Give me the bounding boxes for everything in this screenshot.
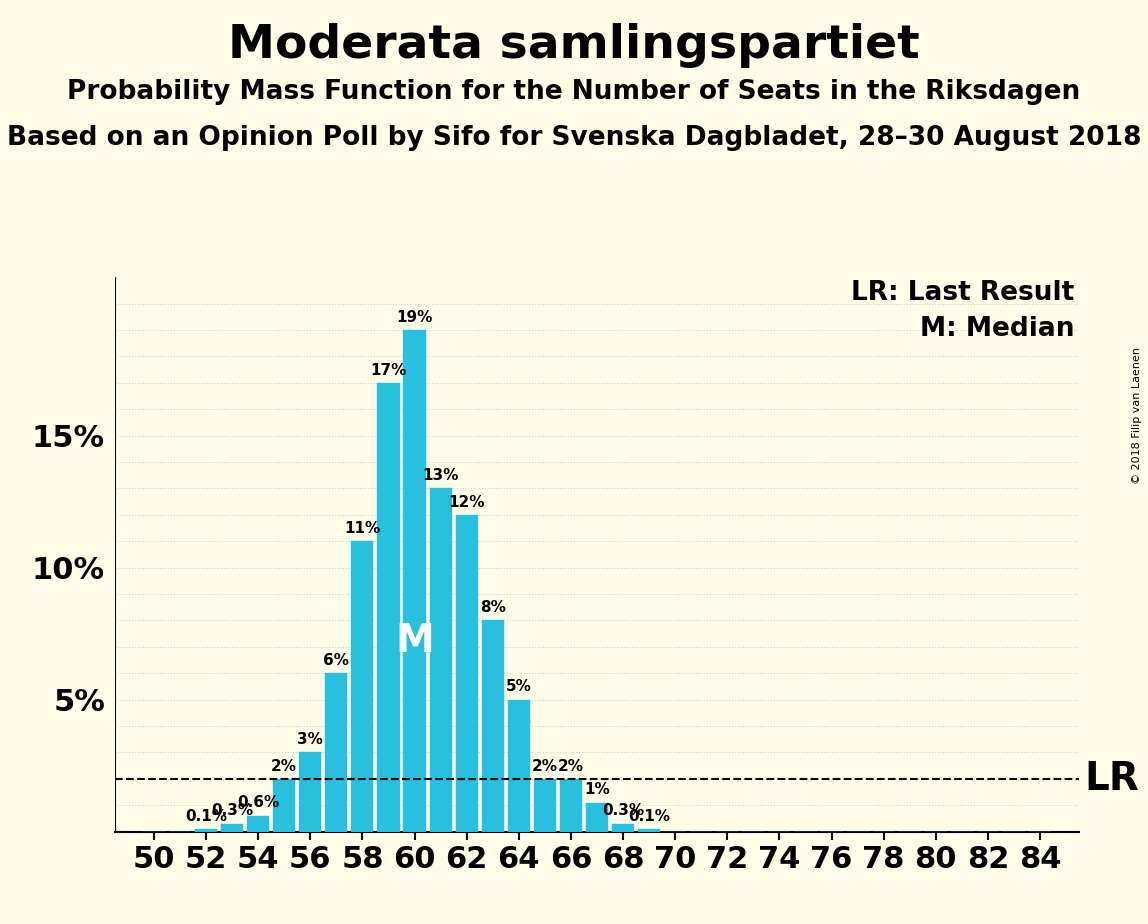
Text: Based on an Opinion Poll by Sifo for Svenska Dagbladet, 28–30 August 2018: Based on an Opinion Poll by Sifo for Sve… <box>7 125 1141 151</box>
Bar <box>325 674 348 832</box>
Bar <box>351 541 373 832</box>
Bar <box>222 823 243 832</box>
Bar <box>403 330 426 832</box>
Text: 5%: 5% <box>506 679 532 694</box>
Text: 12%: 12% <box>449 494 484 509</box>
Text: Moderata samlingspartiet: Moderata samlingspartiet <box>228 23 920 68</box>
Bar <box>429 489 451 832</box>
Text: LR: LR <box>1084 760 1139 797</box>
Bar <box>507 699 530 832</box>
Text: 2%: 2% <box>271 759 297 773</box>
Text: LR: Last Result: LR: Last Result <box>851 280 1075 306</box>
Bar <box>247 816 270 832</box>
Text: 2%: 2% <box>532 759 558 773</box>
Bar <box>456 515 478 832</box>
Bar <box>273 779 295 832</box>
Text: M: M <box>395 622 434 660</box>
Text: 0.6%: 0.6% <box>236 796 279 810</box>
Text: 0.1%: 0.1% <box>185 808 227 823</box>
Text: © 2018 Filip van Laenen: © 2018 Filip van Laenen <box>1132 347 1142 484</box>
Text: 11%: 11% <box>344 521 380 536</box>
Text: 19%: 19% <box>396 310 433 324</box>
Bar <box>612 823 634 832</box>
Text: 1%: 1% <box>584 783 610 797</box>
Text: 13%: 13% <box>422 468 459 483</box>
Bar <box>638 829 660 832</box>
Text: Probability Mass Function for the Number of Seats in the Riksdagen: Probability Mass Function for the Number… <box>68 79 1080 104</box>
Bar <box>300 752 321 832</box>
Text: 6%: 6% <box>324 653 349 668</box>
Bar <box>378 383 400 832</box>
Text: 2%: 2% <box>558 759 584 773</box>
Bar <box>585 803 608 832</box>
Text: M: Median: M: Median <box>920 316 1075 342</box>
Bar <box>560 779 582 832</box>
Text: 0.1%: 0.1% <box>628 808 670 823</box>
Text: 0.3%: 0.3% <box>211 803 254 819</box>
Text: 3%: 3% <box>297 732 324 748</box>
Text: 17%: 17% <box>371 362 406 378</box>
Text: 0.3%: 0.3% <box>602 803 644 819</box>
Bar <box>195 829 217 832</box>
Bar <box>534 779 556 832</box>
Text: 8%: 8% <box>480 600 505 615</box>
Bar <box>482 620 504 832</box>
